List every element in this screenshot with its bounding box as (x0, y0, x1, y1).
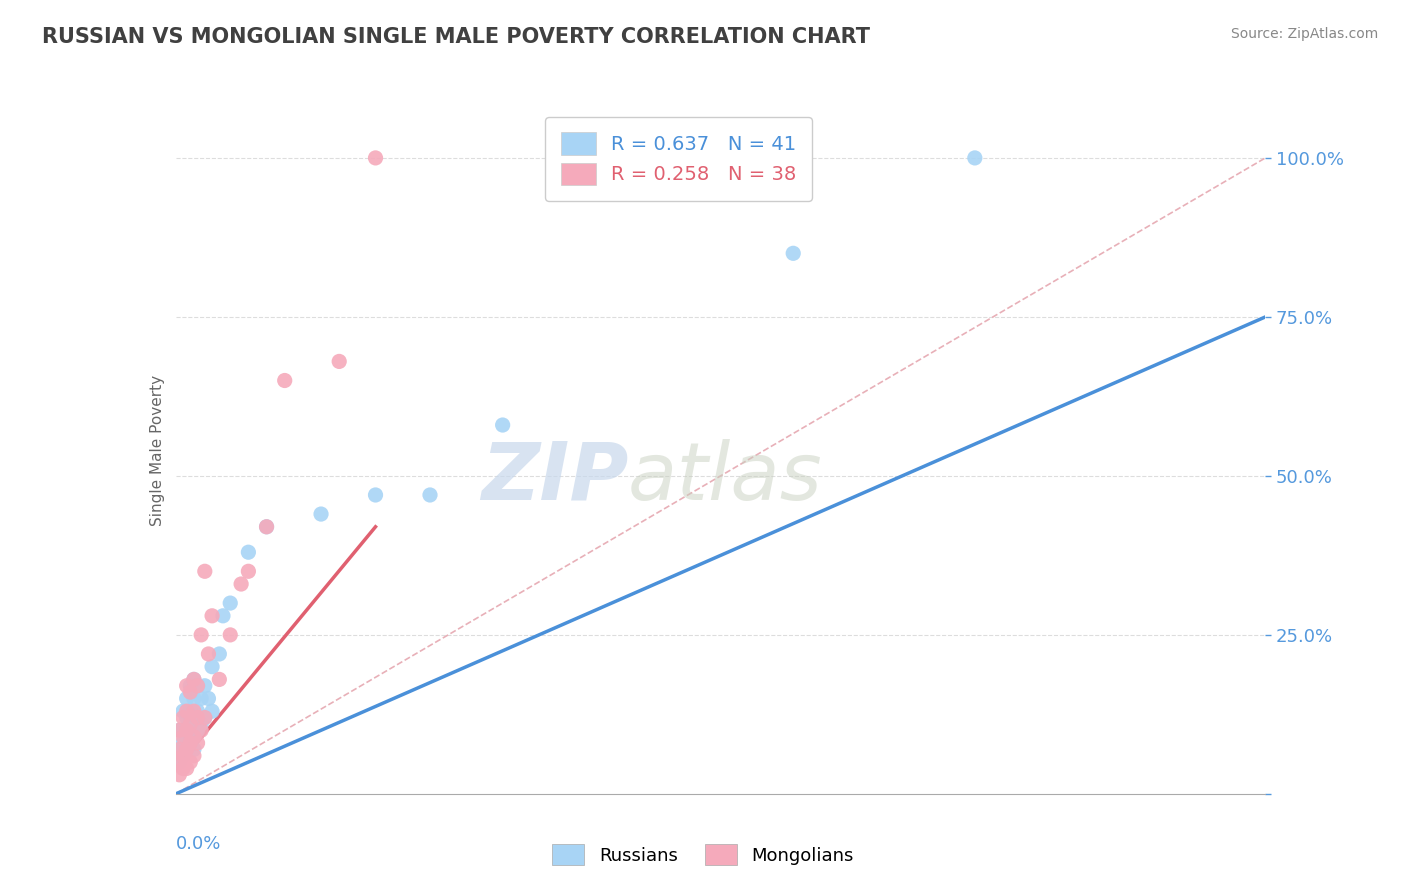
Point (179, 704, 201, 718)
Point (179, 755, 201, 769)
Point (176, 710, 198, 724)
Point (176, 742, 198, 756)
Point (176, 704, 198, 718)
Point (186, 723, 209, 738)
Text: atlas: atlas (628, 439, 823, 517)
Point (309, 507, 332, 521)
Point (364, 151, 387, 165)
Text: RUSSIAN VS MONGOLIAN SINGLE MALE POVERTY CORRELATION CHART: RUSSIAN VS MONGOLIAN SINGLE MALE POVERTY… (42, 27, 870, 46)
Point (197, 647, 219, 661)
Point (176, 679, 198, 693)
Point (201, 659, 224, 673)
Point (492, 417, 515, 432)
Point (172, 748, 194, 763)
Point (172, 704, 194, 718)
Point (364, 488, 387, 502)
Point (179, 685, 201, 699)
Point (194, 679, 217, 693)
Point (172, 730, 194, 744)
Point (231, 577, 253, 591)
Point (169, 755, 191, 769)
Point (183, 742, 205, 756)
Point (328, 354, 350, 368)
Point (190, 723, 212, 738)
Point (256, 520, 278, 534)
Point (183, 691, 205, 706)
Point (197, 691, 219, 706)
Point (208, 673, 231, 687)
Point (172, 748, 194, 763)
Point (212, 608, 235, 623)
Point (172, 761, 194, 775)
Point (186, 679, 209, 693)
Point (274, 374, 297, 388)
Point (183, 673, 205, 687)
Point (186, 710, 209, 724)
Point (176, 723, 198, 738)
Point (190, 717, 212, 731)
Point (194, 564, 217, 578)
Point (238, 564, 260, 578)
Text: 0.0%: 0.0% (176, 835, 221, 853)
Point (219, 628, 242, 642)
Point (176, 730, 198, 744)
Point (179, 717, 201, 731)
Point (172, 710, 194, 724)
Point (169, 755, 191, 769)
Text: Source: ZipAtlas.com: Source: ZipAtlas.com (1230, 27, 1378, 41)
Point (419, 488, 441, 502)
Point (208, 647, 231, 661)
Point (179, 679, 201, 693)
Point (194, 710, 217, 724)
Point (179, 736, 201, 750)
Point (238, 545, 260, 559)
Point (194, 710, 217, 724)
Point (169, 742, 191, 756)
Text: ZIP: ZIP (481, 439, 628, 517)
Point (186, 679, 209, 693)
Legend: Russians, Mongolians: Russians, Mongolians (543, 835, 863, 874)
Point (190, 691, 212, 706)
Point (201, 704, 224, 718)
Point (186, 704, 209, 718)
Point (186, 736, 209, 750)
Point (782, 246, 804, 260)
Point (183, 673, 205, 687)
Point (169, 723, 191, 738)
Point (256, 520, 278, 534)
Point (183, 748, 205, 763)
Point (169, 723, 191, 738)
Point (172, 736, 194, 750)
Point (176, 691, 198, 706)
Point (190, 628, 212, 642)
Point (179, 723, 201, 738)
Point (183, 704, 205, 718)
Point (183, 710, 205, 724)
Point (169, 768, 191, 782)
Point (176, 742, 198, 756)
Point (201, 608, 224, 623)
Point (176, 761, 198, 775)
Legend: R = 0.637   N = 41, R = 0.258   N = 38: R = 0.637 N = 41, R = 0.258 N = 38 (546, 117, 813, 201)
Point (179, 736, 201, 750)
Point (183, 730, 205, 744)
Point (183, 730, 205, 744)
Point (219, 596, 242, 610)
Y-axis label: Single Male Poverty: Single Male Poverty (149, 375, 165, 526)
Point (169, 742, 191, 756)
Point (963, 151, 986, 165)
Point (172, 723, 194, 738)
